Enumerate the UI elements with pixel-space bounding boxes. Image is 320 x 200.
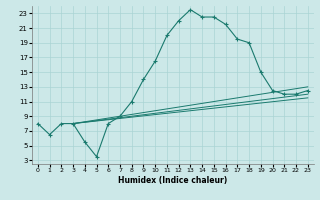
X-axis label: Humidex (Indice chaleur): Humidex (Indice chaleur): [118, 176, 228, 185]
